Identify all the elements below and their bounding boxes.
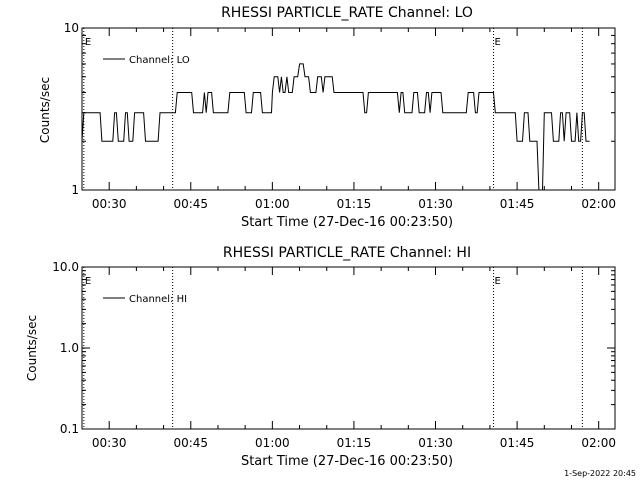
axis-ticks <box>81 267 615 430</box>
x-tick-label: 00:45 <box>173 436 208 450</box>
footer-timestamp: 1-Sep-2022 20:45 <box>564 469 636 478</box>
plot-frame <box>81 27 616 191</box>
x-tick-label: 01:00 <box>255 436 290 450</box>
x-tick-labels: 00:30 00:45 01:00 01:15 01:30 01:45 02:00 <box>92 197 616 211</box>
x-axis-label: Start Time (27-Dec-16 00:23:50) <box>241 215 453 230</box>
marker-label: E <box>495 276 501 287</box>
x-tick-label: 00:30 <box>92 197 127 211</box>
x-tick-label: 01:15 <box>337 436 372 450</box>
y-tick-label: 0.1 <box>60 422 79 436</box>
legend-entry: Channel: HI <box>129 294 187 305</box>
x-tick-label: 02:00 <box>581 197 616 211</box>
chart-title: RHESSI PARTICLE_RATE Channel: LO <box>221 5 473 21</box>
x-tick-label: 01:30 <box>418 197 453 211</box>
x-tick-labels: 00:30 00:45 01:00 01:15 01:30 01:45 02:00 <box>92 436 616 450</box>
legend-entry: Channel: LO <box>129 55 190 66</box>
y-tick-label: 10.0 <box>52 260 79 274</box>
x-tick-label: 02:00 <box>581 436 616 450</box>
marker-label: E <box>85 37 91 48</box>
chart-title: RHESSI PARTICLE_RATE Channel: HI <box>223 245 471 261</box>
y-axis-label: Counts/sec <box>25 315 39 381</box>
y-axis-label: Counts/sec <box>38 77 52 143</box>
y-tick-labels: 0.1 1.0 10.0 <box>52 260 79 436</box>
y-tick-label: 1 <box>71 183 79 197</box>
x-tick-label: 01:15 <box>337 197 372 211</box>
axis-ticks <box>81 28 615 191</box>
x-tick-label: 00:45 <box>173 197 208 211</box>
x-tick-label: 01:45 <box>500 436 535 450</box>
x-tick-label: 00:30 <box>92 436 127 450</box>
plot-frame <box>81 266 616 430</box>
series-line-lo <box>81 63 590 191</box>
y-tick-label: 10 <box>64 21 79 35</box>
x-tick-label: 01:45 <box>500 197 535 211</box>
x-tick-label: 01:30 <box>418 436 453 450</box>
marker-label: E <box>495 37 501 48</box>
x-axis-label: Start Time (27-Dec-16 00:23:50) <box>241 454 453 469</box>
y-tick-label: 1.0 <box>60 341 79 355</box>
x-tick-label: 01:00 <box>255 197 290 211</box>
y-tick-labels: 1 10 <box>64 21 79 197</box>
marker-label: E <box>85 276 91 287</box>
